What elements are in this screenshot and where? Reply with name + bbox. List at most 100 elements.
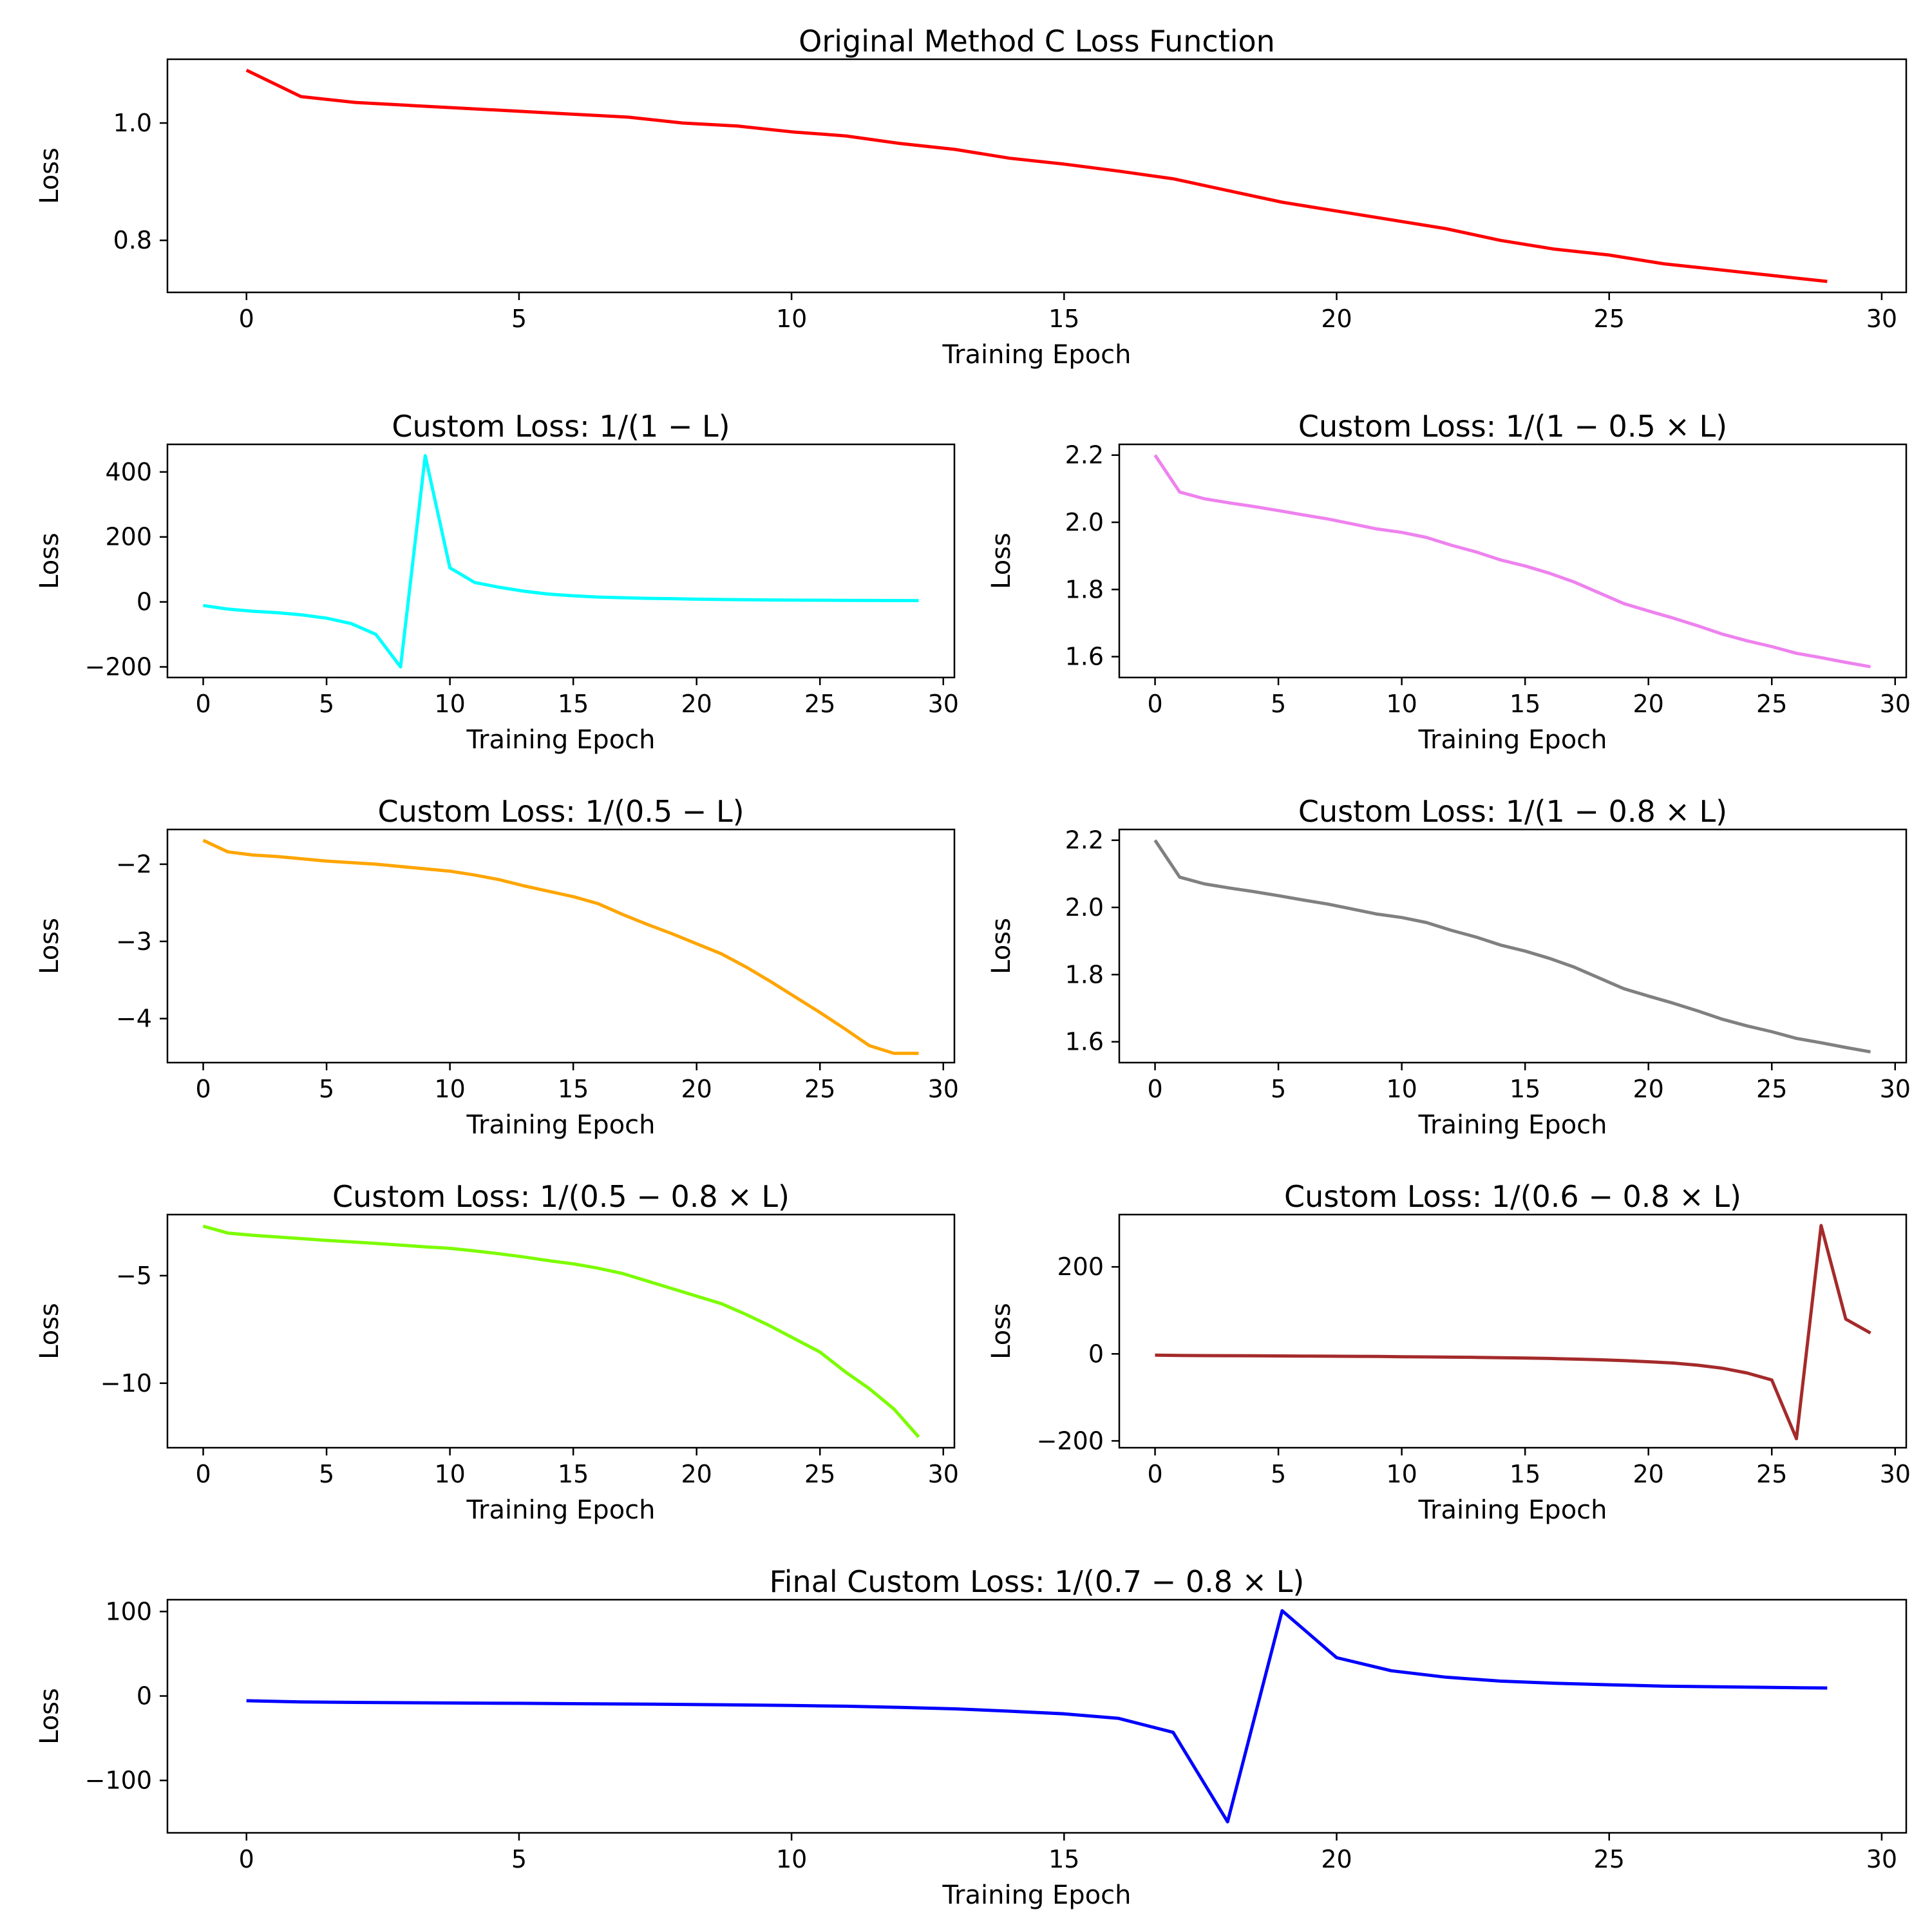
y-tick-label: −5	[116, 1262, 152, 1290]
subplot-4: Custom Loss: 1/(0.5 − L) 0 5 10 15 20 25 30 −4 −3…	[35, 794, 959, 1140]
y-tick-label: −200	[85, 653, 152, 681]
x-tick-label: 15	[558, 690, 589, 718]
x-tick-label: 25	[804, 1460, 835, 1488]
axes-frame	[166, 58, 1908, 294]
x-tick-label: 30	[1866, 1845, 1897, 1873]
y-axis-label: Loss	[35, 1303, 64, 1359]
x-axis-label: Training Epoch	[466, 1495, 655, 1525]
y-tick-label: 2.2	[1065, 826, 1104, 855]
x-tick-label: 10	[1386, 1075, 1417, 1103]
loss-series-line	[202, 1224, 920, 1438]
y-tick-label: −100	[85, 1766, 152, 1795]
y-axis-label: Loss	[987, 1303, 1016, 1359]
x-tick-label: 10	[434, 1460, 465, 1488]
axes-frame	[166, 443, 956, 679]
loss-series-line	[245, 68, 1828, 283]
y-axis-label: Loss	[35, 147, 64, 204]
x-tick-label: 25	[1756, 1075, 1787, 1103]
y-tick-label: 0	[1088, 1340, 1104, 1368]
subplot-5: Custom Loss: 1/(1 − 0.8 × L) 0 5 10 15 20 25 30…	[987, 794, 1911, 1140]
x-tick-label: 15	[558, 1075, 589, 1103]
subplot-title: Custom Loss: 1/(0.5 − 0.8 × L)	[332, 1179, 790, 1214]
x-tick-label: 10	[776, 305, 807, 333]
y-axis-label: Loss	[35, 533, 64, 589]
loss-series-line	[1153, 839, 1871, 1054]
y-tick-label: −200	[1037, 1426, 1104, 1455]
x-tick-label: 20	[1633, 690, 1664, 718]
x-tick-label: 0	[195, 690, 211, 718]
x-tick-label: 5	[319, 690, 334, 718]
y-tick-label: 0	[137, 588, 152, 616]
x-tick-label: 15	[1048, 1845, 1079, 1873]
axes-frame	[1118, 1213, 1908, 1449]
subplot-title: Custom Loss: 1/(0.5 − L)	[377, 794, 744, 829]
x-tick-label: 5	[511, 1845, 527, 1873]
x-tick-label: 0	[239, 1845, 254, 1873]
x-tick-label: 15	[558, 1460, 589, 1488]
x-tick-label: 30	[1880, 1460, 1911, 1488]
x-tick-label: 0	[1147, 1075, 1162, 1103]
x-axis-label: Training Epoch	[466, 1110, 655, 1140]
x-tick-label: 5	[511, 305, 527, 333]
axes-frame	[166, 828, 956, 1064]
subplot-3: Custom Loss: 1/(1 − 0.5 × L) 0 5 10 15 20 25 30…	[987, 409, 1911, 755]
x-tick-label: 15	[1510, 1460, 1540, 1488]
x-tick-label: 0	[1147, 690, 1162, 718]
x-tick-label: 25	[1594, 305, 1625, 333]
y-tick-label: 200	[1057, 1253, 1104, 1281]
x-tick-label: 0	[1147, 1460, 1162, 1488]
subplot-title: Original Method C Loss Function	[799, 24, 1275, 59]
x-tick-label: 20	[681, 1460, 712, 1488]
y-tick-label: −4	[116, 1005, 152, 1033]
y-tick-label: −2	[116, 850, 152, 878]
x-tick-label: 10	[776, 1845, 807, 1873]
x-tick-label: 25	[1756, 1460, 1787, 1488]
y-tick-label: 400	[105, 458, 152, 486]
x-tick-label: 30	[928, 1075, 959, 1103]
x-tick-label: 25	[1594, 1845, 1625, 1873]
subplot-title: Custom Loss: 1/(0.6 − 0.8 × L)	[1284, 1179, 1741, 1214]
x-axis-label: Training Epoch	[466, 725, 655, 755]
subplot-6: Custom Loss: 1/(0.5 − 0.8 × L) 0 5 10 15 20 25…	[35, 1179, 959, 1525]
x-tick-label: 30	[1880, 690, 1911, 718]
x-tick-label: 30	[1866, 305, 1897, 333]
x-axis-label: Training Epoch	[942, 1880, 1131, 1910]
subplot-7: Custom Loss: 1/(0.6 − 0.8 × L) 0 5 10 15 20 25…	[987, 1179, 1911, 1525]
loss-series-line	[202, 838, 919, 1056]
x-tick-label: 20	[1633, 1075, 1664, 1103]
y-tick-label: 2.0	[1065, 508, 1104, 536]
loss-series-line	[203, 454, 919, 669]
x-tick-label: 30	[1880, 1075, 1911, 1103]
x-axis-label: Training Epoch	[942, 340, 1131, 370]
y-tick-label: 1.8	[1065, 960, 1104, 989]
x-axis-label: Training Epoch	[1417, 725, 1607, 755]
subplot-title: Custom Loss: 1/(1 − L)	[392, 409, 730, 444]
y-tick-label: 1.6	[1065, 1028, 1104, 1056]
x-tick-label: 10	[434, 1075, 465, 1103]
y-axis-label: Loss	[35, 918, 64, 974]
y-tick-label: 200	[105, 523, 152, 551]
y-tick-label: 100	[105, 1597, 152, 1625]
axes-frame	[166, 1213, 956, 1449]
y-tick-label: −10	[100, 1369, 152, 1397]
subplot-title: Final Custom Loss: 1/(0.7 − 0.8 × L)	[770, 1564, 1305, 1599]
x-tick-label: 15	[1048, 305, 1079, 333]
x-tick-label: 20	[1633, 1460, 1664, 1488]
y-tick-label: 2.0	[1065, 893, 1104, 922]
loss-series-line	[246, 1609, 1828, 1824]
x-tick-label: 25	[804, 690, 835, 718]
subplot-title: Custom Loss: 1/(1 − 0.8 × L)	[1298, 794, 1727, 829]
x-tick-label: 10	[1386, 1460, 1417, 1488]
x-tick-label: 15	[1510, 1075, 1540, 1103]
subplot-8: Final Custom Loss: 1/(0.7 − 0.8 × L) 0 5 10…	[35, 1564, 1908, 1910]
y-tick-label: −3	[116, 927, 152, 956]
y-tick-label: 0	[137, 1682, 152, 1710]
subplot-title: Custom Loss: 1/(1 − 0.5 × L)	[1298, 409, 1727, 444]
subplot-2: Custom Loss: 1/(1 − L) 0 5 10 15 20 25 30 −200 0 2…	[35, 409, 959, 755]
y-axis-label: Loss	[35, 1688, 64, 1745]
loss-series-line	[1153, 454, 1871, 668]
x-tick-label: 10	[1386, 690, 1417, 718]
axes-frame	[1118, 443, 1908, 679]
x-tick-label: 0	[195, 1075, 211, 1103]
